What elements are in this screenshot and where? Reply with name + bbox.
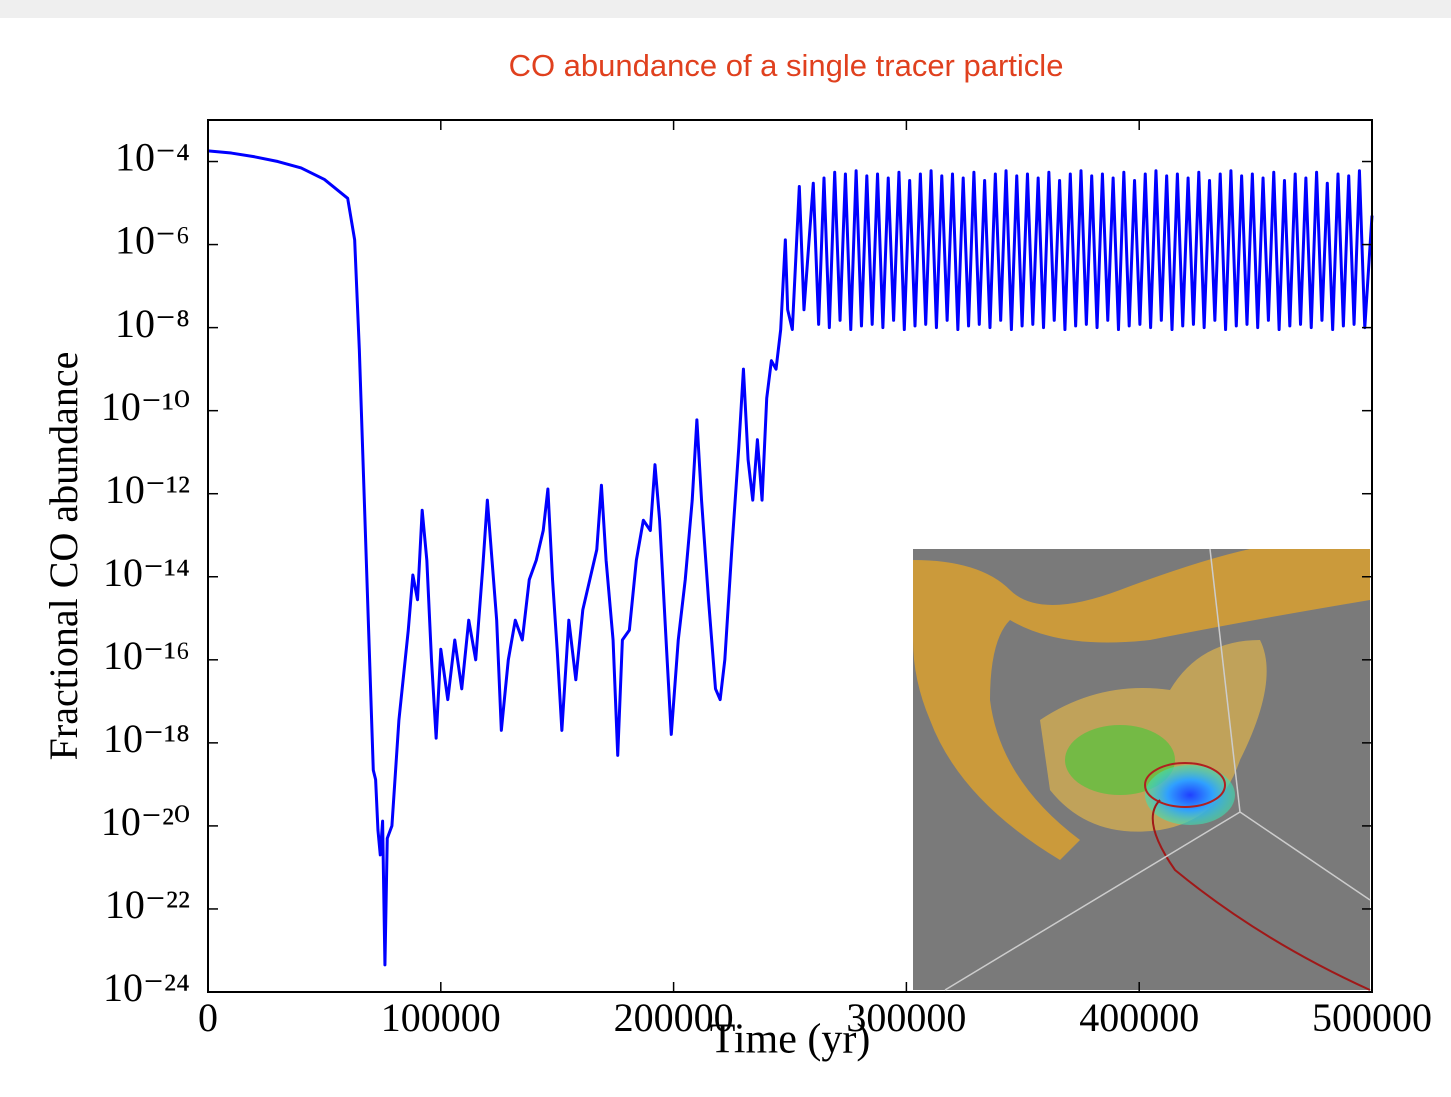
x-tick-label: 400000: [1079, 995, 1199, 1040]
y-tick-label: 10⁻¹⁶: [103, 633, 190, 678]
y-axis-label: Fractional CO abundance: [41, 352, 86, 761]
chart-title: CO abundance of a single tracer particle: [509, 48, 1064, 83]
y-tick-label: 10⁻⁴: [115, 135, 190, 180]
x-tick-label: 200000: [614, 995, 734, 1040]
y-tick-label: 10⁻¹⁴: [103, 550, 190, 595]
plot-frame: [207, 119, 1373, 993]
y-tick-label: 10⁻¹²: [105, 467, 190, 512]
x-tick-label: 0: [198, 995, 218, 1040]
y-tick-label: 10⁻⁸: [115, 301, 190, 346]
top-bar: [0, 0, 1451, 18]
x-tick-label: 300000: [846, 995, 966, 1040]
y-tick-label: 10⁻⁶: [115, 218, 190, 263]
data-line: [207, 149, 1374, 967]
y-tick-label: 10⁻²⁴: [103, 965, 190, 1010]
inset-render: [913, 548, 1371, 991]
y-tick-label: 10⁻¹⁰: [101, 384, 190, 429]
x-axis-label: Time (yr): [710, 1017, 871, 1063]
y-tick-label: 10⁻²⁰: [101, 799, 190, 844]
x-tick-label: 500000: [1312, 995, 1432, 1040]
y-tick-label: 10⁻¹⁸: [103, 716, 190, 761]
y-tick-label: 10⁻²²: [105, 882, 190, 927]
x-tick-label: 100000: [381, 995, 501, 1040]
